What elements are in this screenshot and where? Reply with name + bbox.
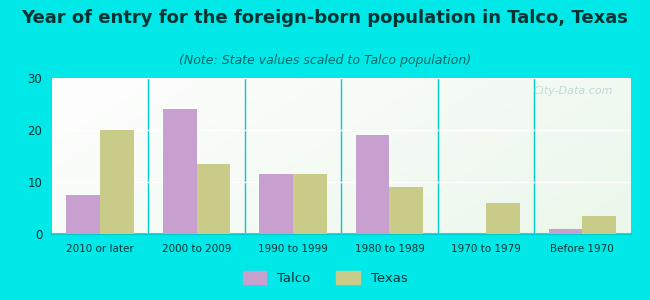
- Bar: [66, 195, 100, 234]
- Bar: [486, 203, 519, 234]
- Bar: [293, 174, 327, 234]
- Bar: [356, 135, 389, 234]
- Bar: [196, 164, 230, 234]
- Text: City-Data.com: City-Data.com: [534, 86, 613, 96]
- Text: (Note: State values scaled to Talco population): (Note: State values scaled to Talco popu…: [179, 54, 471, 67]
- Bar: [163, 109, 196, 234]
- Bar: [259, 174, 293, 234]
- Bar: [389, 187, 423, 234]
- Bar: [100, 130, 134, 234]
- Text: Year of entry for the foreign-born population in Talco, Texas: Year of entry for the foreign-born popul…: [21, 9, 629, 27]
- Bar: [582, 216, 616, 234]
- Bar: [549, 229, 582, 234]
- Legend: Talco, Texas: Talco, Texas: [237, 266, 413, 290]
